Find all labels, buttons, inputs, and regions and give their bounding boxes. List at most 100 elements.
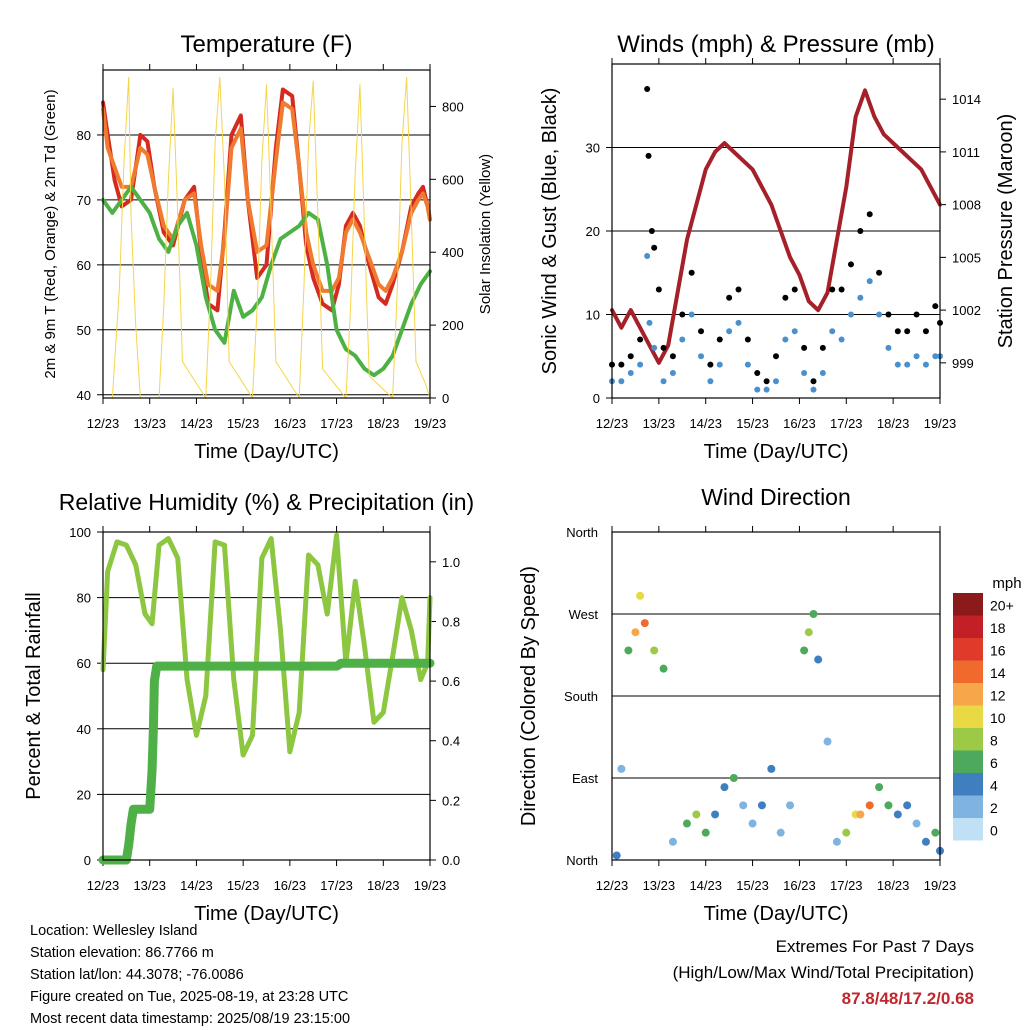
data-point [716, 336, 723, 343]
data-point [904, 328, 911, 335]
x-tick-label: 18/23 [367, 416, 400, 431]
legend-label: 6 [990, 755, 998, 771]
x-tick-label: 17/23 [320, 416, 353, 431]
x-tick-label: 14/23 [689, 416, 722, 431]
data-point [612, 851, 621, 860]
x-tick-label: 12/23 [87, 416, 120, 431]
data-point [688, 311, 695, 318]
data-point [842, 828, 851, 837]
y-tick-label: 100 [69, 525, 91, 540]
y-tick-label: West [569, 607, 599, 622]
y-tick-label: 70 [77, 193, 91, 208]
data-point [773, 353, 779, 360]
data-point [754, 369, 761, 376]
legend-swatch [953, 818, 983, 841]
data-point [651, 344, 658, 351]
data-point [847, 261, 854, 268]
data-point [885, 311, 892, 318]
data-point [627, 369, 634, 376]
legend-swatch [953, 795, 983, 818]
data-point [644, 253, 651, 260]
data-point [801, 369, 808, 376]
data-point [720, 783, 729, 792]
data-point [698, 353, 705, 360]
data-point [814, 655, 823, 664]
data-point [782, 294, 789, 301]
x-tick-label: 17/23 [830, 416, 863, 431]
data-point [729, 774, 738, 782]
data-point [856, 810, 865, 819]
data-point [913, 311, 920, 318]
legend-label: 16 [990, 642, 1006, 658]
data-point [617, 764, 626, 773]
x-tick-label: 12/23 [87, 878, 120, 893]
y2-tick-label: 600 [442, 172, 464, 187]
extremes-box: Extremes For Past 7 Days (High/Low/Max W… [673, 934, 974, 1012]
data-point [829, 328, 836, 335]
data-point [631, 628, 640, 637]
plot-frame [102, 531, 431, 861]
data-point [739, 801, 748, 810]
y2-tick-label: 800 [442, 99, 464, 114]
legend-swatch [953, 615, 983, 638]
x-tick-label: 13/23 [643, 416, 676, 431]
y2-tick-label: 0.8 [442, 614, 460, 629]
x-tick-label: 16/23 [274, 878, 307, 893]
data-point [660, 344, 667, 351]
data-point [885, 344, 892, 351]
data-point [876, 311, 883, 318]
data-point [866, 211, 873, 218]
data-point [810, 378, 817, 385]
y2-axis-label: Solar Insolation (Yellow) [477, 154, 494, 314]
y-tick-label: 50 [77, 323, 91, 338]
data-point [711, 810, 720, 819]
x-tick-label: 17/23 [830, 878, 863, 893]
y-tick-label: 30 [586, 141, 600, 156]
y-axis-label: Percent & Total Rainfall [23, 592, 45, 800]
chart-title: Temperature (F) [180, 31, 352, 58]
y-tick-label: 60 [77, 656, 91, 671]
created-text: Figure created on Tue, 2025-08-19, at 23… [30, 989, 349, 1005]
x-tick-label: 13/23 [133, 416, 166, 431]
data-point [922, 361, 929, 368]
data-point [800, 646, 809, 655]
y2-tick-label: 0.4 [442, 734, 460, 749]
data-point [624, 646, 633, 655]
data-point [801, 344, 808, 351]
series-line [100, 532, 433, 758]
data-point [912, 819, 921, 828]
data-point [636, 591, 645, 600]
extremes-title: Extremes For Past 7 Days [775, 937, 974, 956]
x-tick-label: 12/23 [596, 878, 629, 893]
data-point [644, 86, 651, 93]
x-tick-label: 15/23 [227, 416, 260, 431]
data-point [716, 361, 723, 368]
y-axis-label: Direction (Colored By Speed) [518, 566, 540, 826]
x-tick-label: 17/23 [320, 878, 353, 893]
series-line [98, 658, 435, 865]
x-tick-label: 15/23 [227, 878, 260, 893]
data-point [804, 628, 813, 637]
data-point [782, 336, 789, 343]
y2-tick-label: 1011 [952, 145, 980, 160]
y2-tick-label: 200 [442, 318, 464, 333]
x-tick-label: 18/23 [877, 416, 910, 431]
series-group [612, 591, 944, 860]
data-point [763, 386, 770, 393]
data-point [669, 369, 676, 376]
series-group [609, 86, 943, 393]
y2-tick-label: 0.0 [442, 853, 460, 868]
data-point [809, 610, 818, 618]
data-point [646, 319, 653, 326]
station-info: Location: Wellesley Island Station eleva… [30, 920, 350, 1030]
data-point [698, 328, 705, 335]
data-point [931, 828, 940, 837]
legend-label: 10 [990, 710, 1006, 726]
x-tick-label: 15/23 [736, 878, 769, 893]
data-point [921, 837, 930, 846]
data-point [744, 336, 751, 343]
x-tick-label: 16/23 [274, 416, 307, 431]
recent-text: Most recent data timestamp: 2025/08/19 2… [30, 1011, 351, 1027]
x-tick-label: 14/23 [689, 878, 722, 893]
data-point [748, 819, 757, 828]
